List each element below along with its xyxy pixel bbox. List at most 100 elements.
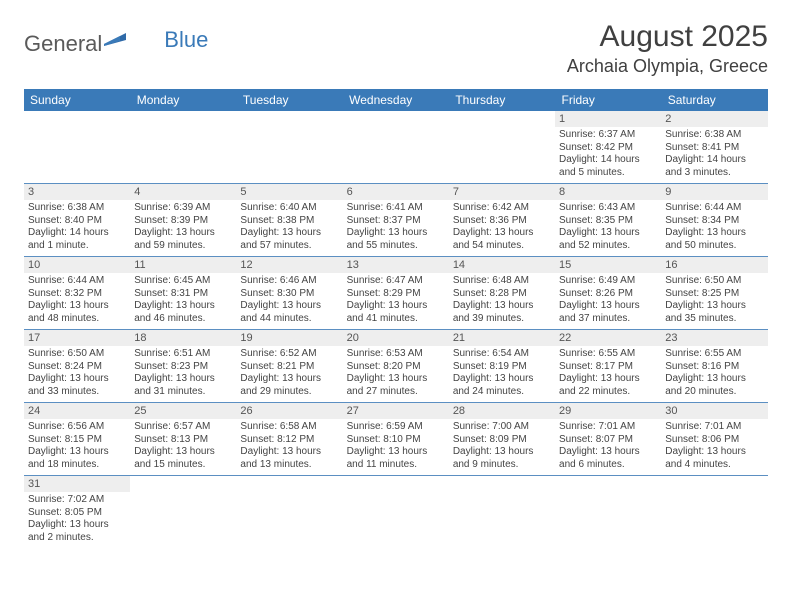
sunrise-text: Sunrise: 6:55 AM (559, 348, 657, 361)
sunrise-text: Sunrise: 6:49 AM (559, 275, 657, 288)
daylight-text: Daylight: 13 hours and 33 minutes. (28, 373, 126, 398)
day-details: Sunrise: 6:52 AMSunset: 8:21 PMDaylight:… (236, 346, 342, 402)
daylight-text: Daylight: 13 hours and 4 minutes. (665, 446, 763, 471)
calendar-week-row: 10Sunrise: 6:44 AMSunset: 8:32 PMDayligh… (24, 257, 768, 330)
daylight-text: Daylight: 13 hours and 48 minutes. (28, 300, 126, 325)
day-number: 30 (661, 403, 767, 419)
day-details: Sunrise: 6:58 AMSunset: 8:12 PMDaylight:… (236, 419, 342, 475)
day-details (449, 492, 555, 544)
sunset-text: Sunset: 8:07 PM (559, 434, 657, 447)
day-number (449, 111, 555, 127)
daylight-text: Daylight: 13 hours and 11 minutes. (347, 446, 445, 471)
sunset-text: Sunset: 8:37 PM (347, 215, 445, 228)
weekday-header: Wednesday (343, 89, 449, 111)
sunrise-text: Sunrise: 6:54 AM (453, 348, 551, 361)
calendar-day-cell: 2Sunrise: 6:38 AMSunset: 8:41 PMDaylight… (661, 111, 767, 184)
day-details (449, 127, 555, 179)
day-details: Sunrise: 6:55 AMSunset: 8:16 PMDaylight:… (661, 346, 767, 402)
daylight-text: Daylight: 13 hours and 27 minutes. (347, 373, 445, 398)
day-number: 10 (24, 257, 130, 273)
day-details (236, 492, 342, 544)
sunrise-text: Sunrise: 6:51 AM (134, 348, 232, 361)
day-details: Sunrise: 7:00 AMSunset: 8:09 PMDaylight:… (449, 419, 555, 475)
day-details: Sunrise: 6:51 AMSunset: 8:23 PMDaylight:… (130, 346, 236, 402)
sunrise-text: Sunrise: 6:37 AM (559, 129, 657, 142)
calendar-day-cell: 27Sunrise: 6:59 AMSunset: 8:10 PMDayligh… (343, 403, 449, 476)
day-number: 21 (449, 330, 555, 346)
day-number: 8 (555, 184, 661, 200)
day-number (661, 476, 767, 492)
day-details: Sunrise: 6:54 AMSunset: 8:19 PMDaylight:… (449, 346, 555, 402)
daylight-text: Daylight: 13 hours and 20 minutes. (665, 373, 763, 398)
calendar-day-cell: 16Sunrise: 6:50 AMSunset: 8:25 PMDayligh… (661, 257, 767, 330)
calendar-day-cell: 10Sunrise: 6:44 AMSunset: 8:32 PMDayligh… (24, 257, 130, 330)
day-number: 26 (236, 403, 342, 419)
sunrise-text: Sunrise: 6:50 AM (28, 348, 126, 361)
sunset-text: Sunset: 8:31 PM (134, 288, 232, 301)
day-details: Sunrise: 6:53 AMSunset: 8:20 PMDaylight:… (343, 346, 449, 402)
daylight-text: Daylight: 14 hours and 5 minutes. (559, 154, 657, 179)
calendar-day-cell: 26Sunrise: 6:58 AMSunset: 8:12 PMDayligh… (236, 403, 342, 476)
title-block: August 2025 Archaia Olympia, Greece (567, 20, 768, 77)
daylight-text: Daylight: 13 hours and 37 minutes. (559, 300, 657, 325)
calendar-week-row: 17Sunrise: 6:50 AMSunset: 8:24 PMDayligh… (24, 330, 768, 403)
calendar-day-cell: 3Sunrise: 6:38 AMSunset: 8:40 PMDaylight… (24, 184, 130, 257)
location: Archaia Olympia, Greece (567, 56, 768, 77)
weekday-header: Thursday (449, 89, 555, 111)
calendar-week-row: 24Sunrise: 6:56 AMSunset: 8:15 PMDayligh… (24, 403, 768, 476)
sunrise-text: Sunrise: 6:39 AM (134, 202, 232, 215)
day-details: Sunrise: 6:44 AMSunset: 8:34 PMDaylight:… (661, 200, 767, 256)
daylight-text: Daylight: 13 hours and 18 minutes. (28, 446, 126, 471)
calendar-day-cell: 25Sunrise: 6:57 AMSunset: 8:13 PMDayligh… (130, 403, 236, 476)
day-number (236, 476, 342, 492)
daylight-text: Daylight: 13 hours and 39 minutes. (453, 300, 551, 325)
day-details (343, 127, 449, 179)
sunrise-text: Sunrise: 6:58 AM (240, 421, 338, 434)
day-number: 11 (130, 257, 236, 273)
daylight-text: Daylight: 13 hours and 52 minutes. (559, 227, 657, 252)
day-details: Sunrise: 6:43 AMSunset: 8:35 PMDaylight:… (555, 200, 661, 256)
day-number: 31 (24, 476, 130, 492)
sunrise-text: Sunrise: 6:46 AM (240, 275, 338, 288)
sunset-text: Sunset: 8:15 PM (28, 434, 126, 447)
daylight-text: Daylight: 13 hours and 50 minutes. (665, 227, 763, 252)
daylight-text: Daylight: 13 hours and 59 minutes. (134, 227, 232, 252)
day-number: 19 (236, 330, 342, 346)
calendar-empty-cell (449, 111, 555, 184)
day-number (555, 476, 661, 492)
day-details: Sunrise: 6:50 AMSunset: 8:24 PMDaylight:… (24, 346, 130, 402)
calendar-day-cell: 17Sunrise: 6:50 AMSunset: 8:24 PMDayligh… (24, 330, 130, 403)
sunrise-text: Sunrise: 6:53 AM (347, 348, 445, 361)
day-details: Sunrise: 7:01 AMSunset: 8:07 PMDaylight:… (555, 419, 661, 475)
day-number (24, 111, 130, 127)
calendar-empty-cell (343, 111, 449, 184)
calendar-empty-cell (343, 476, 449, 549)
logo-text-1: General (24, 31, 102, 57)
calendar-day-cell: 20Sunrise: 6:53 AMSunset: 8:20 PMDayligh… (343, 330, 449, 403)
day-details: Sunrise: 6:59 AMSunset: 8:10 PMDaylight:… (343, 419, 449, 475)
sunset-text: Sunset: 8:21 PM (240, 361, 338, 374)
sunrise-text: Sunrise: 6:38 AM (665, 129, 763, 142)
daylight-text: Daylight: 13 hours and 22 minutes. (559, 373, 657, 398)
day-number (130, 111, 236, 127)
day-number: 6 (343, 184, 449, 200)
sunset-text: Sunset: 8:29 PM (347, 288, 445, 301)
calendar-day-cell: 22Sunrise: 6:55 AMSunset: 8:17 PMDayligh… (555, 330, 661, 403)
day-number: 15 (555, 257, 661, 273)
sunset-text: Sunset: 8:19 PM (453, 361, 551, 374)
weekday-header: Tuesday (236, 89, 342, 111)
calendar-day-cell: 4Sunrise: 6:39 AMSunset: 8:39 PMDaylight… (130, 184, 236, 257)
day-details: Sunrise: 6:48 AMSunset: 8:28 PMDaylight:… (449, 273, 555, 329)
sunset-text: Sunset: 8:16 PM (665, 361, 763, 374)
sunset-text: Sunset: 8:05 PM (28, 507, 126, 520)
calendar-day-cell: 13Sunrise: 6:47 AMSunset: 8:29 PMDayligh… (343, 257, 449, 330)
sunset-text: Sunset: 8:32 PM (28, 288, 126, 301)
sunrise-text: Sunrise: 7:00 AM (453, 421, 551, 434)
calendar-week-row: 3Sunrise: 6:38 AMSunset: 8:40 PMDaylight… (24, 184, 768, 257)
sunset-text: Sunset: 8:06 PM (665, 434, 763, 447)
day-details: Sunrise: 6:55 AMSunset: 8:17 PMDaylight:… (555, 346, 661, 402)
day-number: 27 (343, 403, 449, 419)
day-number (343, 476, 449, 492)
daylight-text: Daylight: 14 hours and 3 minutes. (665, 154, 763, 179)
day-number: 28 (449, 403, 555, 419)
